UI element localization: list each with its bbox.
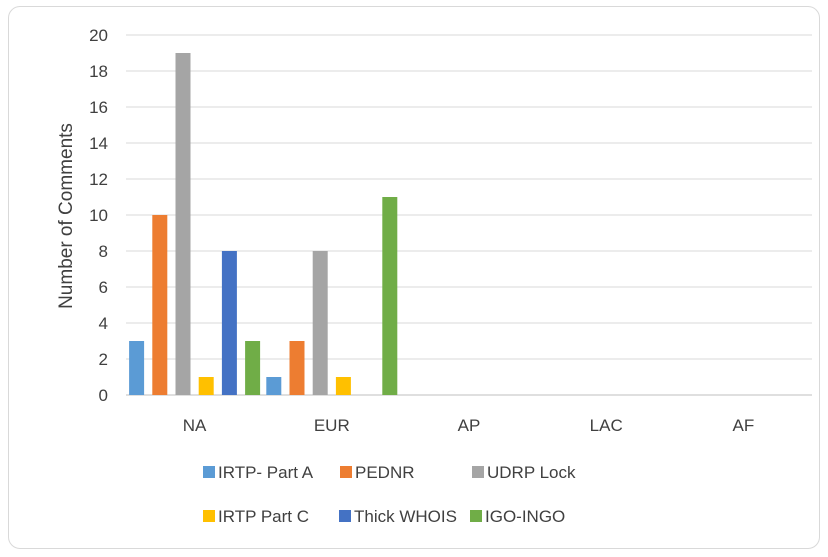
- y-tick-label: 14: [89, 134, 108, 153]
- bar: [221, 251, 237, 395]
- y-tick-label: 4: [99, 314, 108, 333]
- legend-swatch: [472, 466, 484, 478]
- bar: [175, 53, 191, 395]
- legend-label: UDRP Lock: [487, 463, 576, 482]
- x-tick-label: AF: [733, 416, 755, 435]
- legend-swatch: [470, 510, 482, 522]
- y-axis-title: Number of Comments: [56, 123, 77, 309]
- x-tick-label: EUR: [314, 416, 350, 435]
- bar: [198, 377, 214, 395]
- y-tick-label: 12: [89, 170, 108, 189]
- bar: [152, 215, 168, 395]
- y-axis-ticks: 0 2 4 6 8 10 12 14 16 18 20: [89, 26, 108, 405]
- x-axis-ticks: NA EUR AP LAC AF: [183, 416, 754, 435]
- chart-frame: [8, 6, 820, 549]
- legend: IRTP- Part A PEDNR UDRP Lock IRTP Part C Thi…: [203, 463, 576, 526]
- y-tick-label: 16: [89, 98, 108, 117]
- bar: [129, 341, 145, 395]
- y-tick-label: 8: [99, 242, 108, 261]
- legend-label: Thick WHOIS: [354, 507, 457, 526]
- legend-swatch: [340, 466, 352, 478]
- bar: [289, 341, 305, 395]
- x-tick-label: AP: [458, 416, 481, 435]
- bar: [335, 377, 351, 395]
- legend-swatch: [203, 466, 215, 478]
- x-tick-label: LAC: [590, 416, 623, 435]
- legend-swatch: [339, 510, 351, 522]
- y-tick-label: 20: [89, 26, 108, 45]
- legend-label: IRTP- Part A: [218, 463, 314, 482]
- legend-label: IGO-INGO: [485, 507, 565, 526]
- legend-label: PEDNR: [355, 463, 415, 482]
- bar: [382, 197, 398, 395]
- legend-swatch: [203, 510, 215, 522]
- y-tick-label: 18: [89, 62, 108, 81]
- legend-label: IRTP Part C: [218, 507, 309, 526]
- bar: [266, 377, 282, 395]
- bar: [245, 341, 261, 395]
- x-tick-label: NA: [183, 416, 207, 435]
- y-tick-label: 0: [99, 386, 108, 405]
- y-tick-label: 2: [99, 350, 108, 369]
- bar: [312, 251, 328, 395]
- bars: [129, 53, 398, 395]
- y-tick-label: 10: [89, 206, 108, 225]
- y-tick-label: 6: [99, 278, 108, 297]
- gridlines: [126, 34, 812, 396]
